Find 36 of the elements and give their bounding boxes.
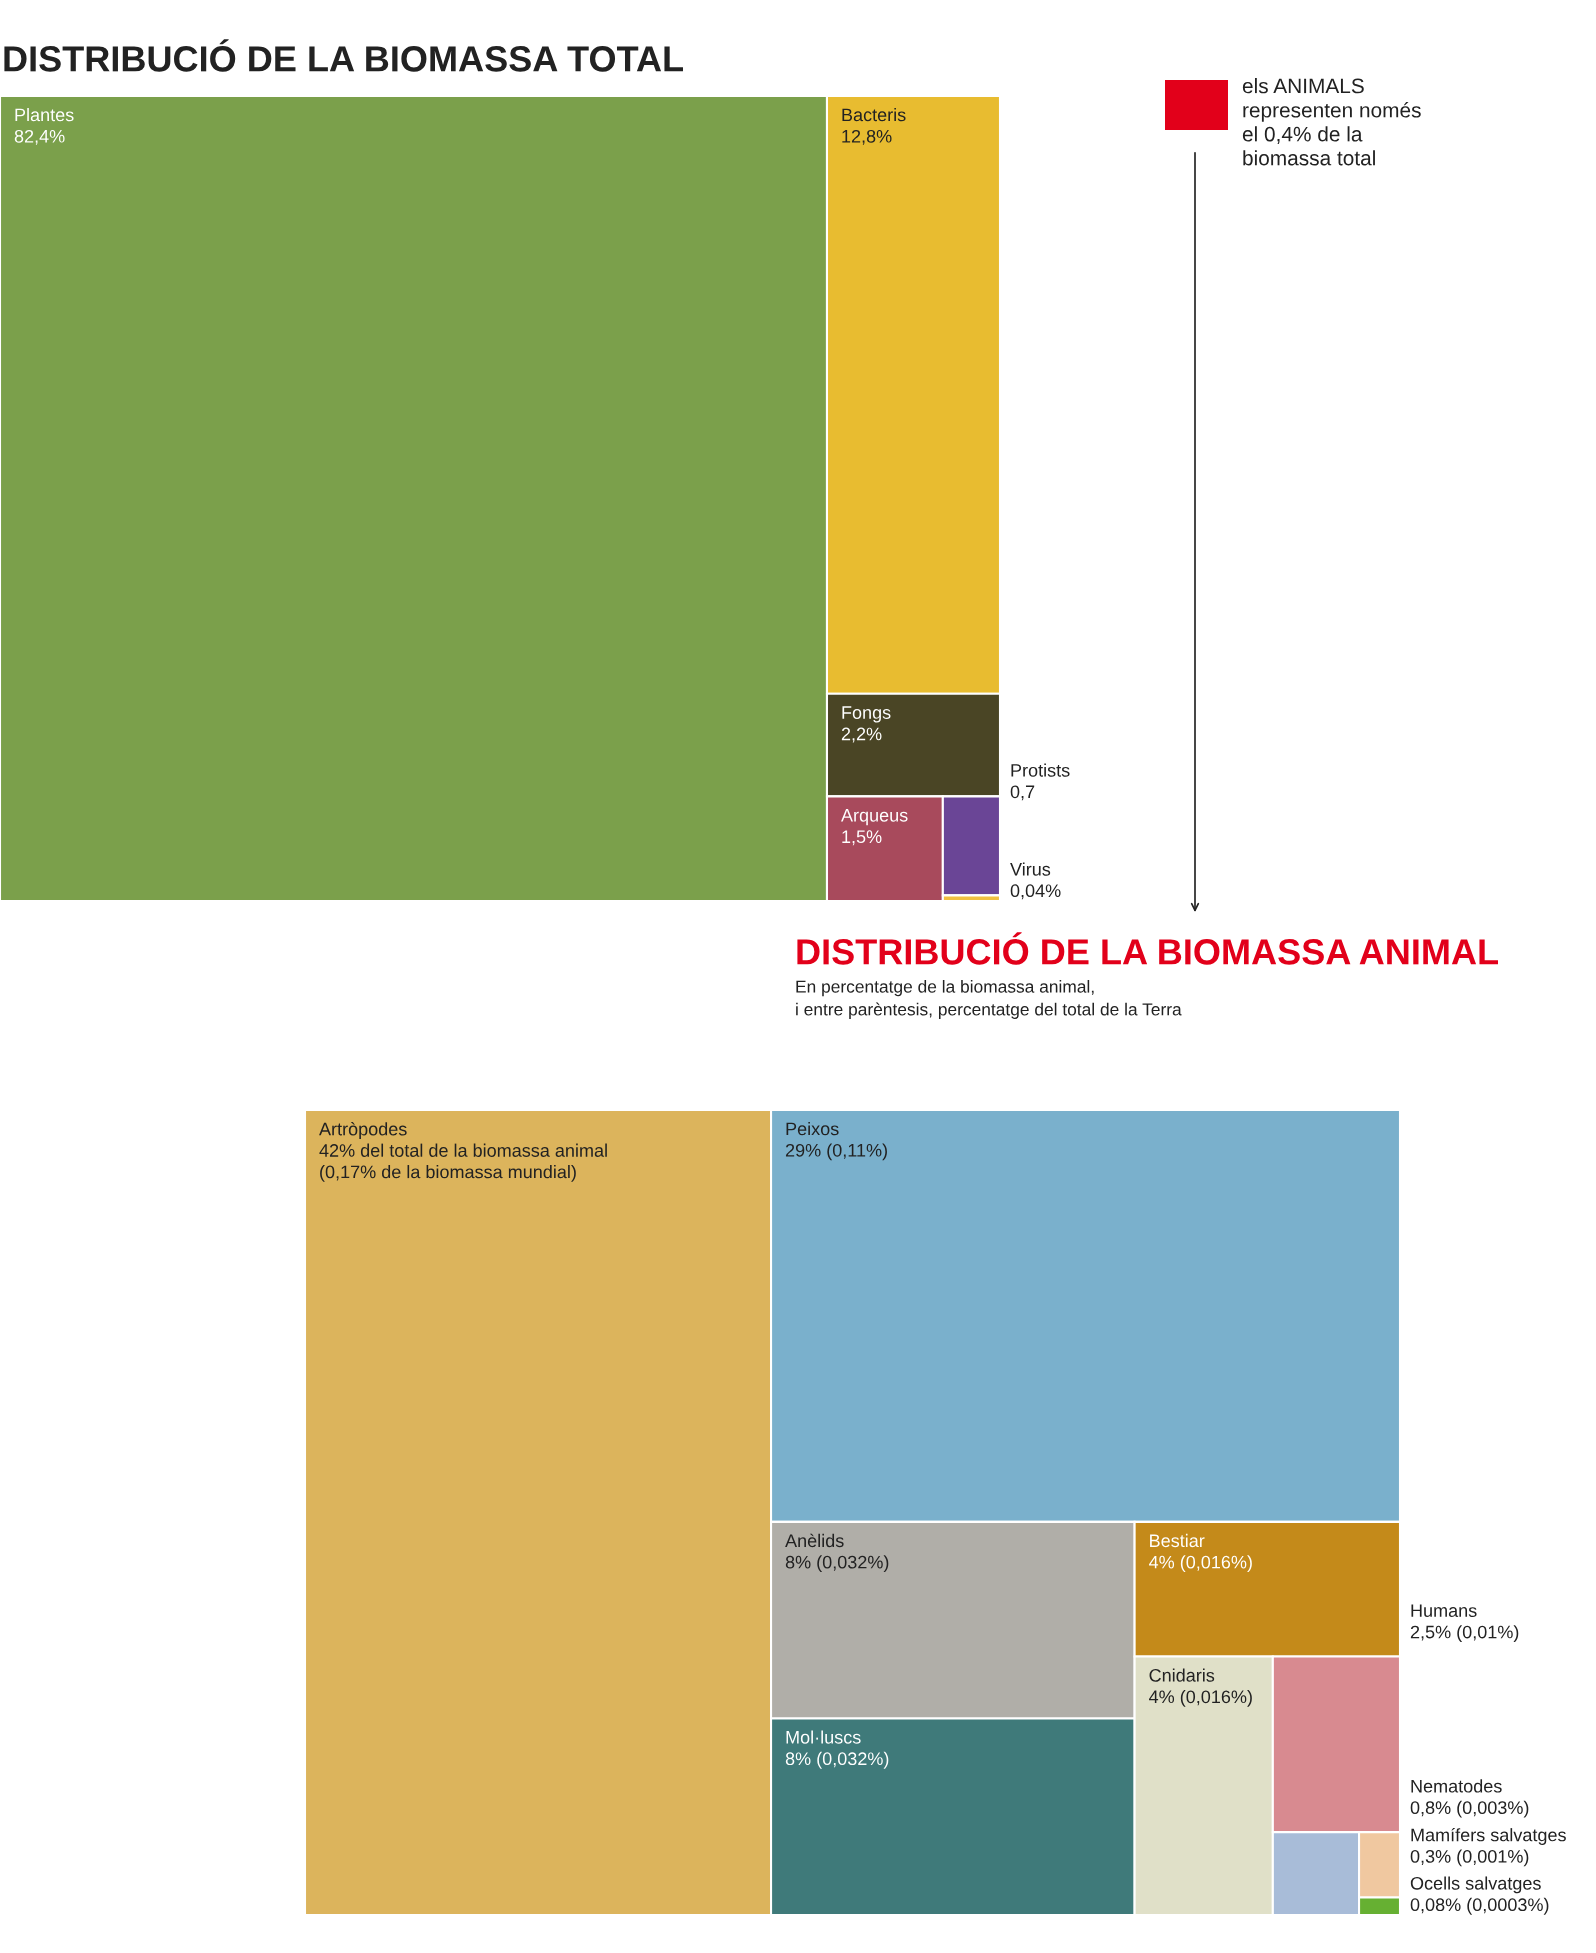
category-label: Nematodes [1411, 1779, 1502, 1793]
data-label: 8% (0,032%) [785, 1555, 889, 1573]
data-label: 2,2% [841, 727, 882, 743]
category-label: Humans [1411, 1604, 1477, 1617]
data-label: 0,8% (0,003%) [1410, 1800, 1529, 1818]
category-label: Arqueus [841, 809, 908, 826]
data-label: 0,3% (0,001%) [1410, 1849, 1529, 1867]
data-label: 1,5% [842, 830, 882, 846]
data-label: 2,5% (0,01%) [1410, 1625, 1519, 1642]
data-label: 4% (0,016%) [1149, 1689, 1252, 1707]
category-label: Mamífers salvatges [1411, 1827, 1566, 1845]
data-label: 29% (0,11%) [785, 1143, 887, 1161]
data-label: 4% (0,016%) [1149, 1555, 1252, 1573]
data-label: 0,7 [1010, 785, 1035, 801]
data-label: 42% del total de la biomassa animal (0,17% de la biomassa mundial) [319, 1143, 607, 1182]
text: DISTRIBUCIÓ DE LA BIOMASSA ANIMAL [797, 932, 1498, 965]
data-label: 82,4% [14, 129, 65, 145]
category-label: Artròpodes [319, 1122, 407, 1140]
category-label: Plantes [15, 108, 74, 122]
category-label: Protists [1011, 763, 1070, 777]
data-label: 8% (0,032%) [785, 1751, 889, 1769]
data-label: 0,08% (0,0003%) [1410, 1897, 1549, 1915]
data-label: 0,04% [1010, 884, 1061, 900]
category-label: Mol·luscs [786, 1730, 861, 1744]
text: En percentatge de la biomassa animal, i entre parèntesis, percentatge del total de la Terra [796, 980, 1182, 1019]
text: els ANIMALS representen només el 0,4% de la biomassa total [1242, 78, 1421, 166]
category-label: Ocells salvatges [1410, 1876, 1541, 1894]
category-label: Cnidaris [1149, 1668, 1215, 1682]
category-label: Virus [1010, 862, 1051, 876]
category-label: Fongs [842, 706, 891, 723]
text: DISTRIBUCIÓ DE LA BIOMASSA TOTAL [4, 39, 683, 72]
category-label: Peixos [786, 1122, 839, 1136]
category-label: Bestiar [1150, 1533, 1205, 1548]
data-label: 12,8% [842, 129, 892, 145]
category-label: Bacteris [842, 108, 906, 122]
category-label: Anèlids [785, 1533, 844, 1548]
